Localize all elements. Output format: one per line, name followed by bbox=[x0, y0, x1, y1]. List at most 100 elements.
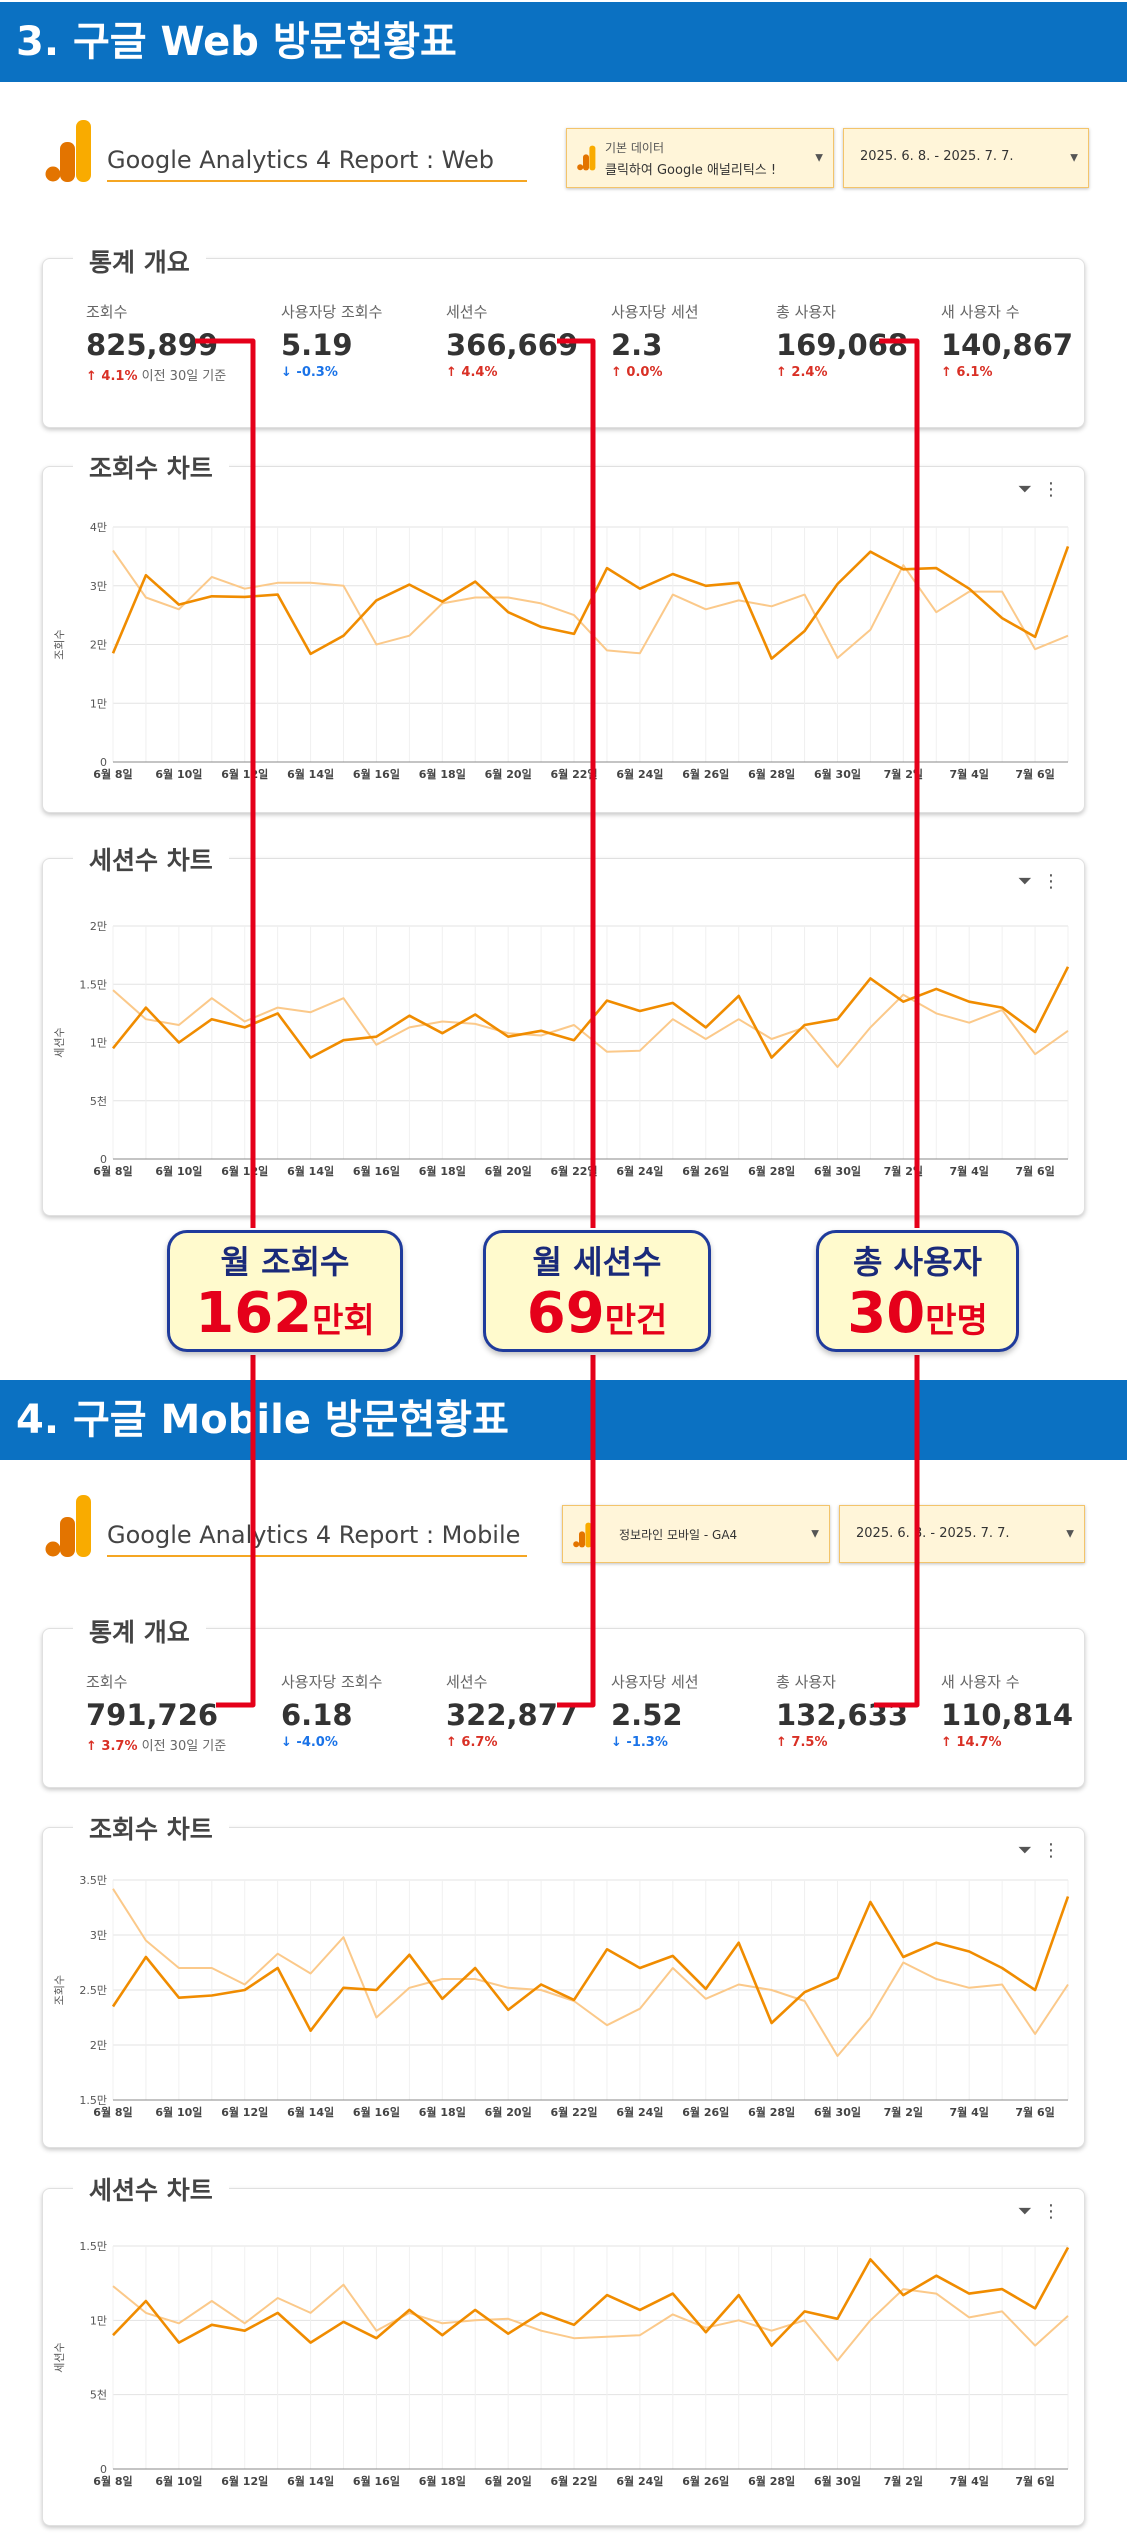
x-tick-label: 6월 18일 bbox=[419, 2474, 466, 2488]
metric-0: 조회수 825,899 ↑ 4.1% 이전 30일 기준 bbox=[86, 301, 226, 384]
metric-label: 조회수 bbox=[86, 1673, 128, 1691]
x-tick-label: 6월 28일 bbox=[748, 2474, 795, 2488]
x-tick-label: 6월 14일 bbox=[287, 767, 334, 781]
x-tick-label: 6월 12일 bbox=[221, 1164, 268, 1178]
more-vert-icon[interactable]: ⋮ bbox=[1042, 871, 1070, 892]
y-tick-label: 4만 bbox=[90, 521, 107, 534]
y-tick-label: 0 bbox=[100, 756, 107, 769]
arrow-down-icon: ↓ bbox=[281, 1735, 297, 1750]
metric-delta: ↑ 6.1% bbox=[941, 365, 1073, 380]
x-tick-label: 6월 30일 bbox=[814, 2474, 861, 2488]
date-range-dropdown[interactable]: 2025. 6. 8. - 2025. 7. 7. ▼ bbox=[839, 1505, 1085, 1563]
x-tick-label: 6월 14일 bbox=[287, 2105, 334, 2119]
x-tick-label: 6월 8일 bbox=[93, 2474, 132, 2488]
y-axis-label: 세션수 bbox=[53, 2342, 66, 2372]
metric-delta: ↑ 4.4% bbox=[446, 365, 578, 380]
x-tick-label: 6월 12일 bbox=[221, 767, 268, 781]
sessions-line-chart: 0 5천 1만 1.5만 2만 6월 8일 6월 10일 6월 12일 6월 14일 6월 16일… bbox=[53, 920, 1070, 1178]
x-tick-label: 6월 28일 bbox=[748, 767, 795, 781]
x-tick-label: 7월 2일 bbox=[884, 2105, 923, 2119]
series-line-current bbox=[112, 2246, 1070, 2347]
data-source-dropdown[interactable]: 기본 데이터 클릭하여 Google 애널리틱스 ! ▼ bbox=[566, 128, 834, 188]
x-tick-label: 6월 22일 bbox=[551, 1164, 598, 1178]
metric-2: 세션수 322,877 ↑ 6.7% bbox=[446, 1671, 578, 1750]
x-tick-label: 6월 16일 bbox=[353, 1164, 400, 1178]
delta-percent: 2.4% bbox=[791, 365, 828, 380]
delta-percent: 6.7% bbox=[461, 1735, 498, 1750]
x-tick-label: 7월 4일 bbox=[950, 2105, 989, 2119]
metric-4: 총 사용자 169,068 ↑ 2.4% bbox=[776, 301, 908, 380]
filter-icon[interactable]: ⏷ bbox=[1017, 1840, 1042, 1861]
y-tick-label: 2만 bbox=[90, 920, 107, 933]
arrow-up-icon: ↑ bbox=[941, 365, 957, 380]
sessions-line-chart: 0 5천 1만 1.5만 6월 8일 6월 10일 6월 12일 6월 14일 6월 16일 6월… bbox=[53, 2240, 1070, 2488]
x-tick-label: 6월 14일 bbox=[287, 2474, 334, 2488]
delta-percent: -1.3% bbox=[626, 1735, 668, 1750]
x-tick-label: 6월 26일 bbox=[682, 2474, 729, 2488]
x-tick-label: 6월 24일 bbox=[616, 2105, 663, 2119]
callout-title: 총 사용자 bbox=[853, 1243, 982, 1281]
metric-3: 사용자당 세션 2.3 ↑ 0.0% bbox=[611, 301, 699, 380]
y-tick-label: 2만 bbox=[90, 2039, 107, 2052]
series-line-previous bbox=[112, 989, 1069, 1068]
x-tick-label: 6월 24일 bbox=[616, 767, 663, 781]
x-tick-label: 7월 4일 bbox=[950, 2474, 989, 2488]
x-tick-label: 6월 12일 bbox=[221, 2105, 268, 2119]
google-analytics-logo-icon bbox=[577, 145, 596, 171]
callout-monthly-views: 월 조회수 162만회 bbox=[167, 1230, 403, 1352]
x-tick-label: 6월 18일 bbox=[419, 2105, 466, 2119]
report-header-web: Google Analytics 4 Report : Web bbox=[45, 118, 1090, 188]
x-tick-label: 7월 6일 bbox=[1015, 2105, 1054, 2119]
delta-percent: 7.5% bbox=[791, 1735, 828, 1750]
metric-label: 새 사용자 수 bbox=[941, 303, 1020, 321]
more-vert-icon[interactable]: ⋮ bbox=[1042, 2201, 1070, 2222]
metric-value: 366,669 bbox=[446, 328, 579, 362]
x-tick-label: 7월 6일 bbox=[1015, 767, 1054, 781]
x-tick-label: 6월 28일 bbox=[748, 2105, 795, 2119]
more-vert-icon[interactable]: ⋮ bbox=[1042, 479, 1070, 500]
callout-unit: 만건 bbox=[604, 1301, 668, 1341]
y-tick-label: 2만 bbox=[90, 639, 107, 652]
metric-value: 791,726 bbox=[86, 1698, 219, 1732]
delta-percent: 14.7% bbox=[956, 1735, 1002, 1750]
filter-icon[interactable]: ⏷ bbox=[1017, 479, 1042, 500]
metric-label: 세션수 bbox=[446, 1673, 488, 1691]
chevron-down-icon[interactable]: ▼ bbox=[811, 1528, 819, 1540]
callout-total-users: 총 사용자 30만명 bbox=[816, 1230, 1019, 1352]
x-tick-label: 7월 4일 bbox=[950, 767, 989, 781]
series-line-previous bbox=[112, 1888, 1069, 2057]
metric-delta: ↑ 6.7% bbox=[446, 1735, 578, 1750]
y-tick-label: 1.5만 bbox=[79, 978, 107, 991]
metric-delta: ↓ -1.3% bbox=[611, 1735, 699, 1750]
delta-percent: 4.4% bbox=[461, 365, 498, 380]
sessions-chart-card-web: 세션수 차트 ⏷⋮ 0 5천 1만 1.5만 2만 6월 8일 6월 10일 6월 12일 6월… bbox=[42, 841, 1085, 1216]
arrow-up-icon: ↑ bbox=[941, 1735, 957, 1750]
callout-title: 월 세션수 bbox=[532, 1243, 662, 1281]
arrow-up-icon: ↑ bbox=[446, 1735, 462, 1750]
metric-value: 322,877 bbox=[446, 1698, 579, 1732]
y-tick-label: 3만 bbox=[90, 580, 107, 593]
metric-delta: ↑ 7.5% bbox=[776, 1735, 908, 1750]
x-tick-label: 6월 16일 bbox=[353, 2105, 400, 2119]
x-tick-label: 6월 10일 bbox=[155, 2474, 202, 2488]
arrow-up-icon: ↑ bbox=[86, 369, 102, 384]
x-tick-label: 6월 10일 bbox=[155, 1164, 202, 1178]
views-chart-card-mobile: 조회수 차트 ⏷⋮ 1.5만 2만 2.5만 3만 3.5만 6월 8일 6월 10일 6월 … bbox=[42, 1810, 1085, 2148]
report-title: Google Analytics 4 Report : Mobile bbox=[107, 1521, 527, 1557]
x-tick-label: 6월 26일 bbox=[682, 1164, 729, 1178]
card-title: 통계 개요 bbox=[73, 1613, 206, 1649]
callout-number: 30 bbox=[847, 1281, 926, 1346]
callout-unit: 만회 bbox=[312, 1301, 375, 1341]
more-vert-icon[interactable]: ⋮ bbox=[1042, 1840, 1070, 1861]
x-tick-label: 6월 14일 bbox=[287, 1164, 334, 1178]
y-tick-label: 1.5만 bbox=[79, 2094, 107, 2107]
callout-unit: 만명 bbox=[925, 1301, 988, 1341]
x-tick-label: 6월 20일 bbox=[485, 2105, 532, 2119]
filter-icon[interactable]: ⏷ bbox=[1017, 871, 1042, 892]
date-range-dropdown[interactable]: 2025. 6. 8. - 2025. 7. 7. ▼ bbox=[843, 128, 1089, 188]
arrow-down-icon: ↓ bbox=[611, 1735, 627, 1750]
data-source-dropdown[interactable]: 정보라인 모바일 - GA4 ▼ bbox=[562, 1505, 830, 1563]
x-tick-label: 7월 4일 bbox=[950, 1164, 989, 1178]
filter-icon[interactable]: ⏷ bbox=[1017, 2201, 1042, 2222]
metric-label: 총 사용자 bbox=[776, 303, 836, 321]
